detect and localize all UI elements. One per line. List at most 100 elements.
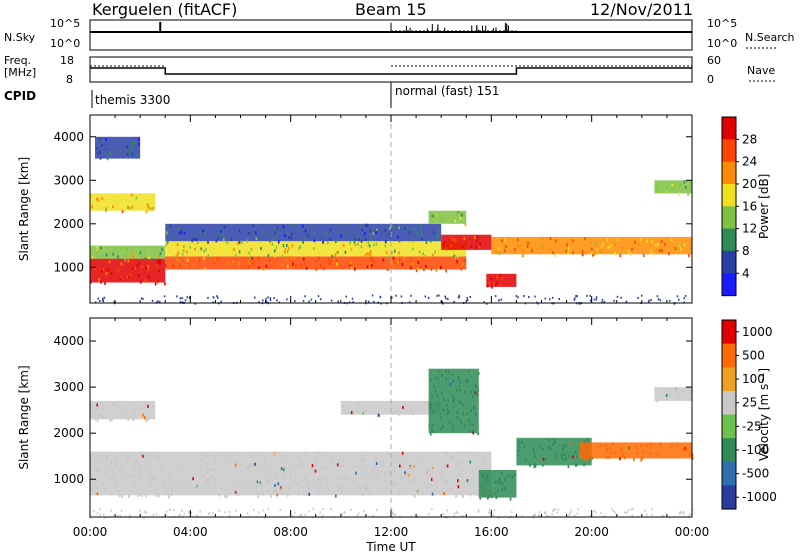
power-speckle bbox=[486, 302, 488, 305]
velocity-speckle bbox=[194, 486, 196, 490]
power-speckle bbox=[196, 258, 198, 262]
power-speckle bbox=[399, 258, 401, 262]
power-speckle bbox=[349, 246, 352, 250]
velocity-speckle bbox=[446, 479, 448, 483]
velocity-speckle bbox=[488, 508, 491, 511]
velocity-speckle bbox=[567, 454, 570, 458]
velocity-speckle bbox=[422, 489, 424, 493]
power-y-tick-label-1: 2000 bbox=[53, 217, 84, 231]
power-speckle bbox=[194, 247, 196, 251]
velocity-speckle bbox=[126, 454, 129, 458]
velocity-speckle bbox=[211, 468, 214, 472]
velocity-speckle bbox=[152, 514, 155, 516]
power-speckle bbox=[422, 252, 425, 256]
velocity-speckle bbox=[443, 492, 445, 495]
power-band-7 bbox=[441, 234, 492, 250]
velocity-speckle bbox=[213, 476, 215, 479]
power-speckle bbox=[181, 252, 184, 256]
velocity-speckle bbox=[457, 485, 460, 489]
power-speckle bbox=[541, 236, 543, 240]
velocity-speckle bbox=[583, 463, 585, 467]
power-speckle bbox=[102, 297, 104, 300]
velocity-speckle bbox=[437, 457, 440, 461]
noise-left-tick-bottom: 10^0 bbox=[50, 37, 81, 50]
velocity-speckle bbox=[193, 461, 196, 465]
power-speckle bbox=[420, 224, 422, 228]
velocity-speckle bbox=[133, 463, 135, 466]
power-speckle bbox=[217, 296, 219, 299]
velocity-speckle bbox=[315, 458, 318, 462]
power-speckle bbox=[438, 250, 440, 254]
power-speckle bbox=[520, 244, 522, 247]
freq-line bbox=[90, 67, 692, 75]
velocity-speckle bbox=[204, 488, 207, 492]
velocity-speckle bbox=[263, 462, 265, 466]
power-speckle bbox=[495, 283, 497, 287]
power-speckle bbox=[163, 295, 166, 298]
velocity-speckle bbox=[165, 510, 168, 513]
power-speckle bbox=[328, 262, 331, 266]
power-speckle bbox=[619, 254, 621, 258]
velocity-speckle bbox=[445, 369, 447, 373]
power-speckle bbox=[217, 236, 220, 240]
power-speckle bbox=[620, 296, 622, 299]
power-speckle bbox=[97, 151, 99, 155]
power-speckle bbox=[327, 241, 329, 245]
power-speckle bbox=[180, 230, 183, 234]
power-speckle bbox=[415, 269, 418, 273]
velocity-speckle bbox=[373, 466, 375, 470]
power-speckle bbox=[177, 251, 180, 255]
velocity-speckle bbox=[94, 417, 97, 421]
power-speckle bbox=[269, 239, 271, 243]
noise-panel-frame bbox=[89, 19, 693, 51]
velocity-speckle bbox=[465, 379, 467, 383]
power-speckle bbox=[336, 262, 338, 266]
power-speckle bbox=[415, 247, 417, 251]
velocity-speckle bbox=[665, 388, 667, 391]
velocity-speckle bbox=[614, 511, 617, 514]
power-speckle bbox=[642, 254, 645, 258]
velocity-speckle bbox=[681, 390, 683, 394]
velocity-speckle bbox=[335, 476, 338, 480]
velocity-speckle bbox=[99, 513, 101, 516]
velocity-speckle bbox=[282, 468, 285, 472]
power-speckle bbox=[526, 244, 529, 248]
velocity-speckle bbox=[357, 512, 360, 515]
velocity-speckle bbox=[212, 512, 214, 515]
power-speckle bbox=[218, 231, 220, 235]
velocity-speckle bbox=[143, 516, 145, 519]
x-tick-label-3: 12:00 bbox=[374, 525, 409, 539]
power-speckle bbox=[536, 247, 539, 251]
power-speckle bbox=[358, 238, 360, 242]
velocity-speckle bbox=[183, 512, 186, 515]
power-speckle bbox=[595, 296, 598, 299]
velocity-speckle bbox=[472, 394, 474, 398]
velocity-speckle bbox=[279, 488, 281, 491]
velocity-speckle bbox=[595, 511, 597, 514]
power-speckle bbox=[195, 241, 197, 245]
velocity-speckle bbox=[474, 412, 477, 416]
velocity-speckle bbox=[483, 489, 485, 493]
power-speckle bbox=[281, 255, 284, 258]
power-speckle bbox=[295, 264, 297, 268]
velocity-speckle bbox=[669, 516, 671, 519]
velocity-speckle bbox=[427, 468, 429, 471]
velocity-speckle bbox=[184, 487, 187, 491]
velocity-speckle bbox=[172, 479, 174, 483]
power-speckle bbox=[286, 298, 288, 301]
velocity-speckle bbox=[236, 492, 239, 496]
velocity-speckle bbox=[192, 477, 194, 481]
power-speckle bbox=[625, 300, 628, 303]
velocity-speckle bbox=[553, 438, 555, 442]
power-speckle bbox=[268, 233, 271, 237]
power-speckle bbox=[340, 234, 342, 238]
velocity-speckle bbox=[95, 454, 98, 458]
velocity-speckle bbox=[569, 511, 572, 514]
velocity-speckle bbox=[449, 383, 452, 386]
power-speckle bbox=[384, 240, 387, 244]
velocity-speckle bbox=[441, 374, 443, 378]
velocity-speckle bbox=[321, 514, 324, 517]
power-speckle bbox=[288, 236, 290, 240]
power-speckle bbox=[631, 247, 633, 251]
velocity-speckle bbox=[371, 469, 373, 473]
